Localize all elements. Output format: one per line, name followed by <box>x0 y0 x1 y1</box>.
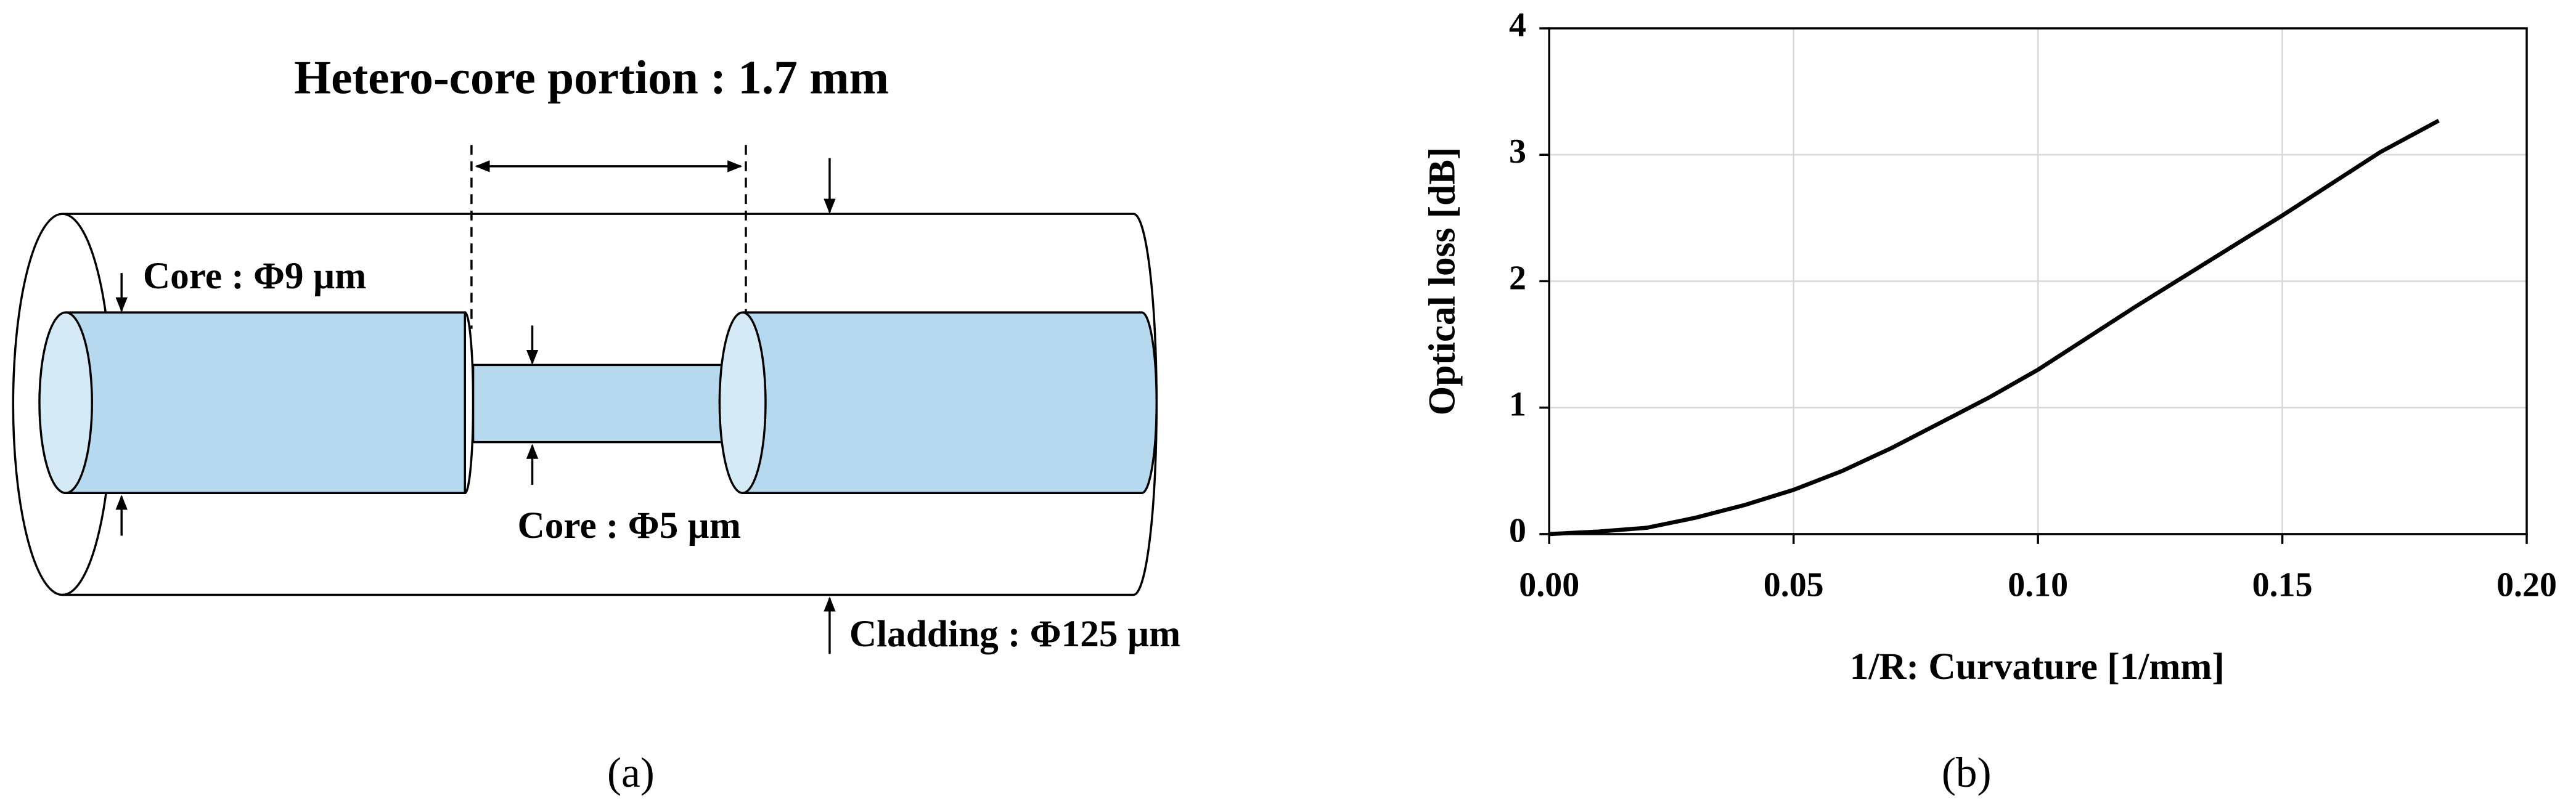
x-axis-label: 1/R: Curvature [1/mm] <box>1850 646 2225 688</box>
core-right-face <box>718 311 767 494</box>
x-tick-label: 0.00 <box>1519 566 1579 604</box>
core-mid <box>472 363 744 444</box>
diagram-title: Hetero-core portion : 1.7 mm <box>294 51 889 104</box>
y-tick-label: 0 <box>1509 512 1526 550</box>
panel-label: (b) <box>1942 749 1992 796</box>
y-tick-label: 3 <box>1509 132 1526 171</box>
x-tick-label: 0.15 <box>2252 566 2313 604</box>
label: Core : Φ5 µm <box>518 505 741 546</box>
fiber-diagram <box>12 145 1158 654</box>
y-axis-label: Optical loss [dB] <box>1421 147 1463 416</box>
plot-frame <box>1548 27 2528 535</box>
core-left-face <box>38 311 93 494</box>
y-tick-label: 1 <box>1509 386 1526 424</box>
y-tick-label: 2 <box>1509 259 1526 297</box>
core-right <box>742 311 1158 494</box>
x-tick-label: 0.20 <box>2496 566 2557 604</box>
data-line <box>1549 118 2440 537</box>
x-tick-label: 0.05 <box>1764 566 1824 604</box>
core-left-end <box>464 311 475 494</box>
label: Cladding : Φ125 µm <box>849 613 1180 655</box>
plot: 0.00 0.05 0.10 0.15 0.20 0 1 2 3 4 <box>1509 6 2557 604</box>
x-tick-label: 0.10 <box>2008 566 2068 604</box>
panel-label: (a) <box>607 749 655 796</box>
core-left <box>65 311 466 494</box>
label: Core : Φ9 µm <box>143 255 366 297</box>
y-tick-label: 4 <box>1509 6 1526 44</box>
